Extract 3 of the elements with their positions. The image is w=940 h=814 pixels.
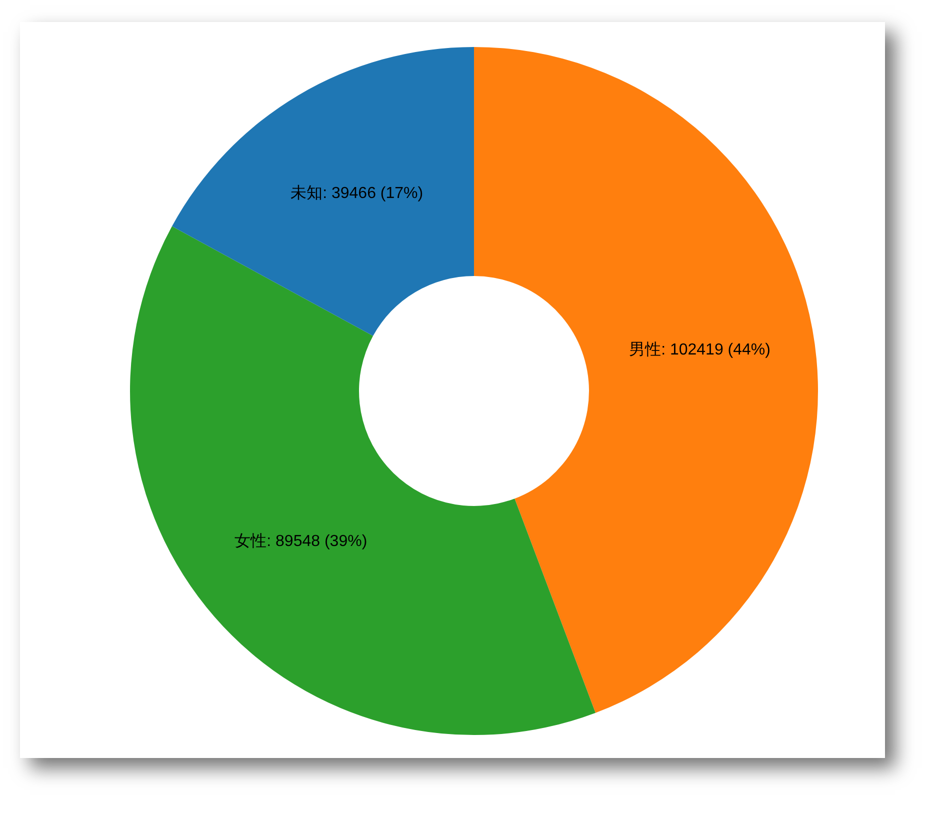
slice-label: 女性: 89548 (39%): [234, 533, 368, 550]
slice-label: 未知: 39466 (17%): [290, 184, 424, 202]
slice-label: 男性: 102419 (44%): [629, 341, 770, 358]
